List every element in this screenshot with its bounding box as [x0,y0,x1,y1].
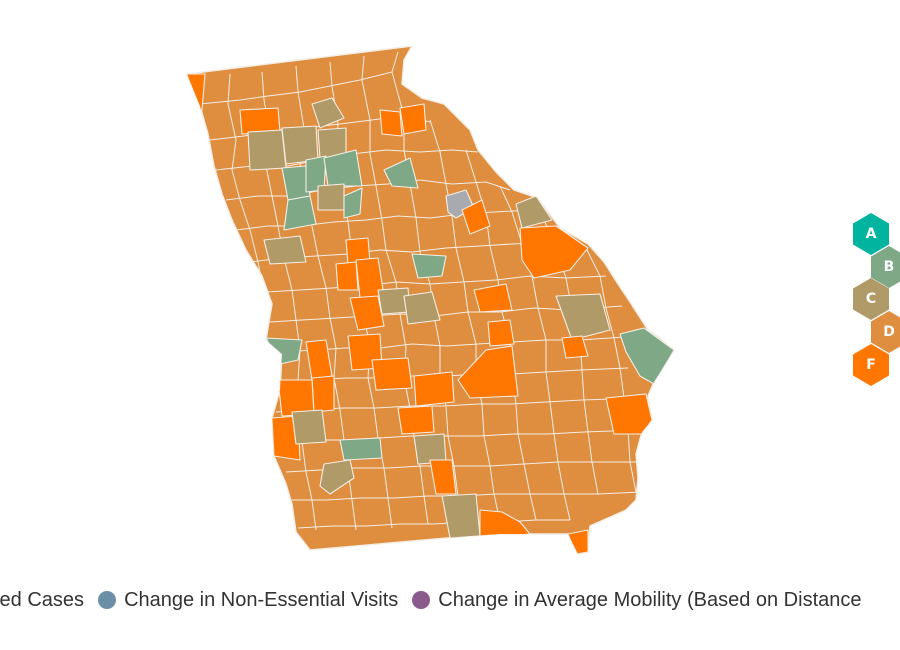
metric-legend: ted Cases Change in Non-Essential Visits… [0,585,876,615]
legend-label-average-mobility: Change in Average Mobility (Based on Dis… [438,588,862,611]
grade-f-hex-icon: F [851,343,891,387]
grade-a-hex-icon: A [851,212,891,256]
county-grades [187,73,674,554]
grade-b-label: B [883,259,895,275]
grade-c-label: C [865,291,877,307]
circle-icon [412,591,431,609]
grade-b-hex-icon: B [869,245,900,289]
grade-d-label: D [883,324,895,340]
circle-icon [98,591,117,609]
grade-f-label: F [866,357,876,373]
legend-label-cases: ted Cases [0,588,85,611]
grade-d-hex-icon: D [869,310,900,354]
legend-item-cases[interactable]: ted Cases [0,589,84,612]
legend-item-non-essential-visits[interactable]: Change in Non-Essential Visits [98,589,398,612]
grade-a-label: A [865,226,877,242]
legend-label-non-essential-visits: Change in Non-Essential Visits [124,588,399,611]
legend-item-average-mobility[interactable]: Change in Average Mobility (Based on Dis… [412,588,862,612]
grade-c-hex-icon: C [851,277,891,321]
